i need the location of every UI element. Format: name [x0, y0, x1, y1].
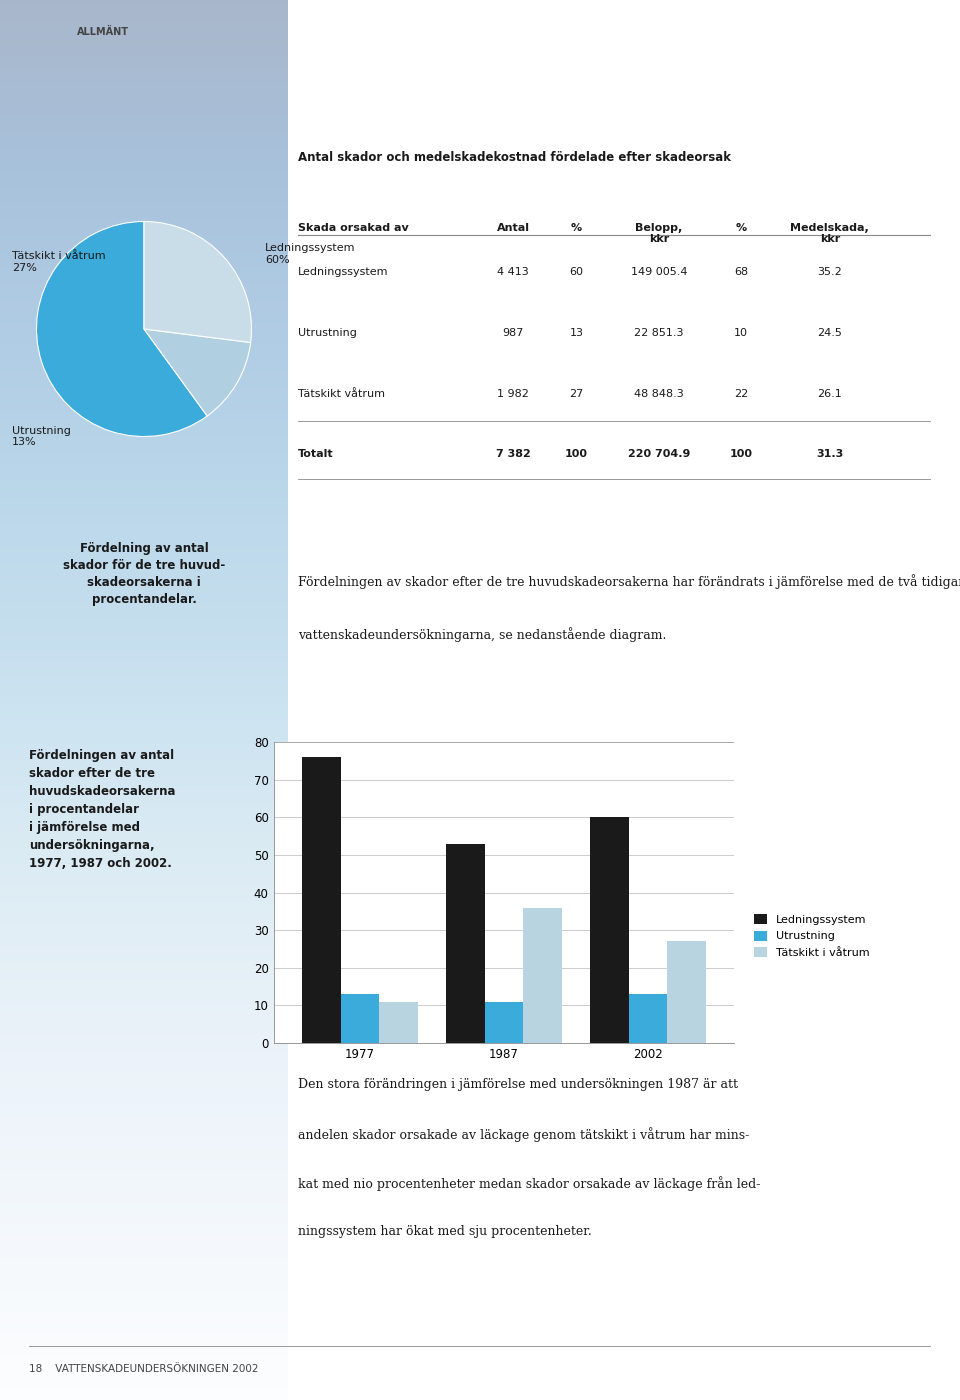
- Bar: [523, 907, 562, 1043]
- Text: andelen skador orsakade av läckage genom tätskikt i våtrum har mins-: andelen skador orsakade av läckage genom…: [298, 1127, 749, 1142]
- Bar: [629, 994, 667, 1043]
- Bar: [590, 818, 629, 1043]
- Text: Medelskada,
kkr: Medelskada, kkr: [790, 223, 869, 244]
- Text: 100: 100: [564, 449, 588, 459]
- Text: Tätskikt våtrum: Tätskikt våtrum: [298, 389, 385, 399]
- Text: 1 982: 1 982: [497, 389, 529, 399]
- Text: 48 848.3: 48 848.3: [634, 389, 684, 399]
- Bar: [446, 844, 485, 1043]
- Text: Utrustning
13%: Utrustning 13%: [12, 426, 71, 448]
- Wedge shape: [36, 221, 207, 437]
- Text: ALLMÄNT: ALLMÄNT: [77, 27, 129, 36]
- Text: 31.3: 31.3: [816, 449, 844, 459]
- Text: %: %: [571, 223, 582, 232]
- Legend: Ledningssystem, Utrustning, Tätskikt i våtrum: Ledningssystem, Utrustning, Tätskikt i v…: [749, 910, 874, 962]
- Text: 7 382: 7 382: [495, 449, 530, 459]
- Text: Tätskikt i våtrum
27%: Tätskikt i våtrum 27%: [12, 251, 106, 273]
- Text: Den stora förändringen i jämförelse med undersökningen 1987 är att: Den stora förändringen i jämförelse med …: [298, 1078, 737, 1091]
- Text: 26.1: 26.1: [818, 389, 842, 399]
- Text: Utrustning: Utrustning: [298, 328, 356, 337]
- Text: 18    VATTENSKADEUNDERSÖKNINGEN 2002: 18 VATTENSKADEUNDERSÖKNINGEN 2002: [29, 1364, 258, 1373]
- Text: ningssystem har ökat med sju procentenheter.: ningssystem har ökat med sju procentenhe…: [298, 1225, 591, 1238]
- Text: 13: 13: [569, 328, 584, 337]
- Text: Fördelningen av skador efter de tre huvudskadeorsakerna har förändrats i jämföre: Fördelningen av skador efter de tre huvu…: [298, 574, 960, 589]
- Bar: [302, 757, 341, 1043]
- Bar: [341, 994, 379, 1043]
- Text: Antal: Antal: [496, 223, 530, 232]
- Text: 987: 987: [502, 328, 524, 337]
- Text: 22 851.3: 22 851.3: [634, 328, 684, 337]
- Text: 10: 10: [734, 328, 748, 337]
- Text: Belopp,
kkr: Belopp, kkr: [636, 223, 683, 244]
- Bar: [485, 1001, 523, 1043]
- Text: Ledningssystem: Ledningssystem: [298, 267, 388, 277]
- Text: 149 005.4: 149 005.4: [631, 267, 687, 277]
- Text: 24.5: 24.5: [817, 328, 842, 337]
- Text: 100: 100: [730, 449, 753, 459]
- Text: Fördelningen av antal
skador efter de tre
huvudskadeorsakerna
i procentandelar
i: Fördelningen av antal skador efter de tr…: [29, 749, 176, 869]
- Text: Antal skador och medelskadekostnad fördelade efter skadeorsak: Antal skador och medelskadekostnad förde…: [298, 151, 731, 164]
- Text: %: %: [735, 223, 747, 232]
- Text: Fördelning av antal
skador för de tre huvud-
skadeorsakerna i
procentandelar.: Fördelning av antal skador för de tre hu…: [62, 542, 226, 606]
- Bar: [667, 941, 706, 1043]
- Bar: [379, 1001, 418, 1043]
- Wedge shape: [144, 329, 251, 416]
- Text: 35.2: 35.2: [818, 267, 842, 277]
- Text: 4 413: 4 413: [497, 267, 529, 277]
- Text: 68: 68: [734, 267, 748, 277]
- Text: 60: 60: [569, 267, 584, 277]
- Text: 22: 22: [734, 389, 748, 399]
- Text: Ledningssystem
60%: Ledningssystem 60%: [265, 244, 355, 265]
- Text: 220 704.9: 220 704.9: [628, 449, 690, 459]
- Text: Skada orsakad av: Skada orsakad av: [298, 223, 408, 232]
- Wedge shape: [144, 221, 252, 343]
- Text: kat med nio procentenheter medan skador orsakade av läckage från led-: kat med nio procentenheter medan skador …: [298, 1176, 760, 1191]
- Text: vattenskadeundersökningarna, se nedanstående diagram.: vattenskadeundersökningarna, se nedanstå…: [298, 627, 666, 643]
- Text: 27: 27: [569, 389, 584, 399]
- Text: Totalt: Totalt: [298, 449, 333, 459]
